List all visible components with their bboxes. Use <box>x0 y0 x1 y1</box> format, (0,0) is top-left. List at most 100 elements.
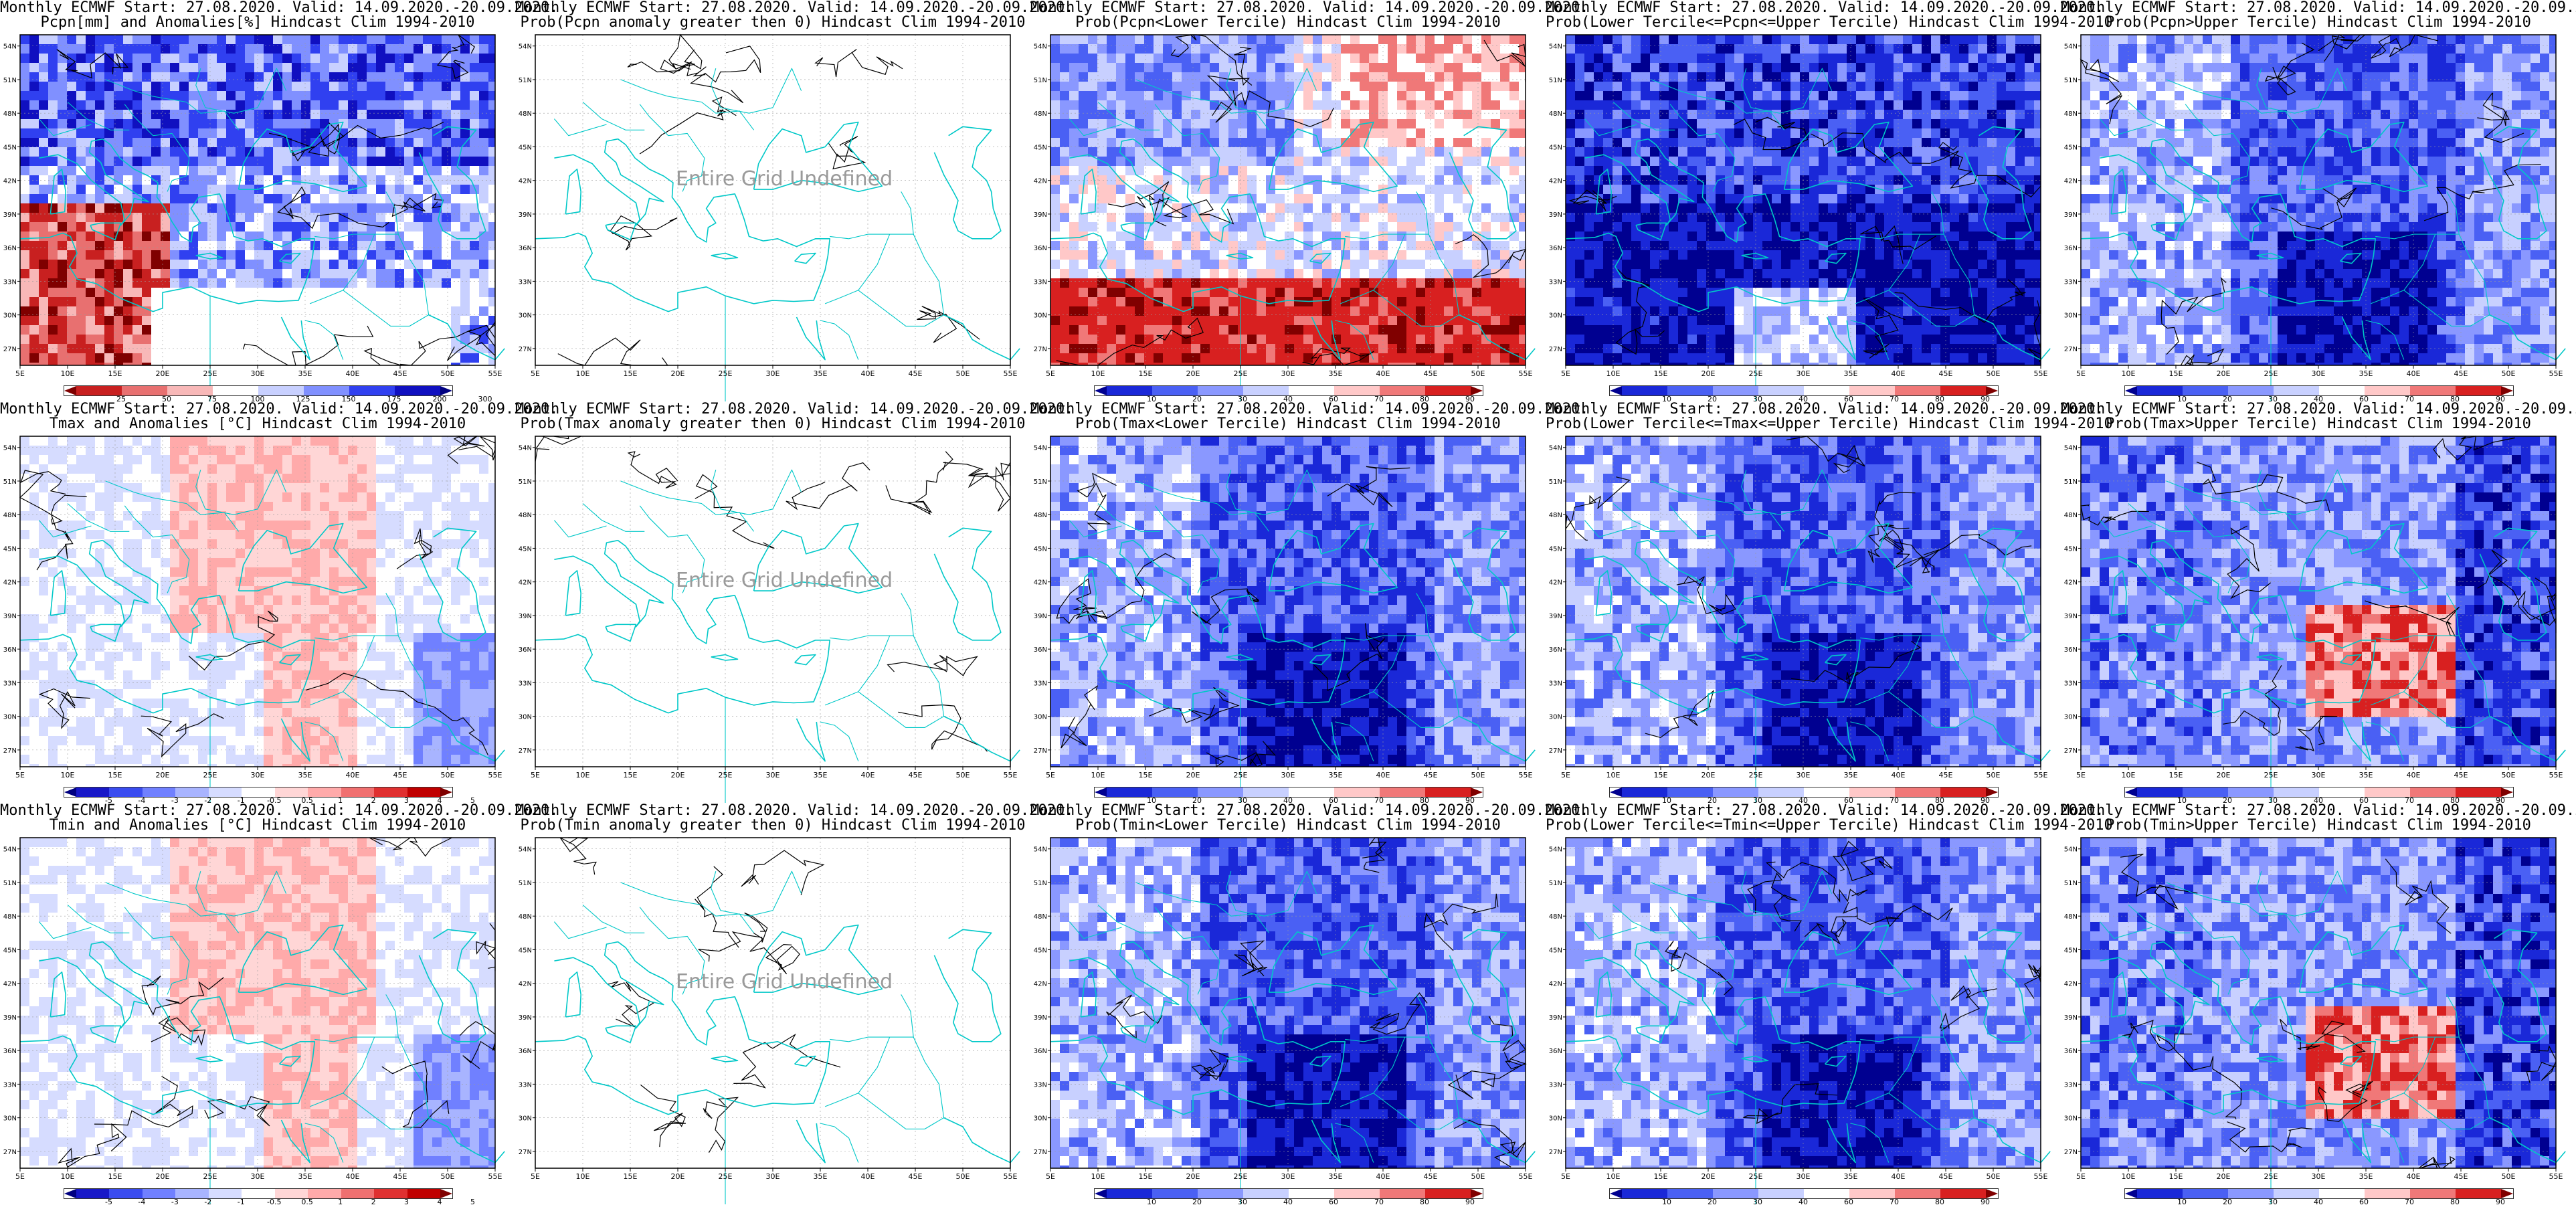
x-tick-label: 10E <box>61 369 75 378</box>
x-tick-label: 25E <box>1234 1172 1248 1181</box>
x-tick-label: 10E <box>576 771 590 779</box>
colorbar-tick-label: 60 <box>1329 1198 1338 1206</box>
y-tick-label: 54N <box>2064 445 2078 452</box>
colorbar-swatch <box>2125 386 2137 395</box>
x-tick-label: 30E <box>251 1172 265 1181</box>
y-tick-label: 30N <box>3 1115 17 1123</box>
colorbar-swatch <box>209 1189 242 1198</box>
colorbar-swatch <box>242 787 274 797</box>
colorbar-tick-label: -5 <box>105 1198 112 1206</box>
x-tick-label: 20E <box>156 369 170 378</box>
colorbar-swatch <box>2183 787 2228 797</box>
x-tick-label: 25E <box>2264 771 2278 779</box>
x-tick-label: 20E <box>1186 369 1200 378</box>
y-tick-label: 48N <box>2064 110 2078 118</box>
colorbar-swatch <box>2501 1189 2513 1198</box>
x-tick-label: 20E <box>2217 1172 2231 1181</box>
x-tick-label: 35E <box>1329 369 1343 378</box>
y-tick-label: 36N <box>1034 1048 1047 1055</box>
y-tick-label: 51N <box>3 880 17 887</box>
y-tick-label: 33N <box>1034 1081 1047 1089</box>
x-tick-label: 5E <box>1561 369 1570 378</box>
panel-title-line-2: Prob(Tmin anomaly greater then 0) Hindca… <box>515 818 1030 834</box>
colorbar-swatch <box>341 787 374 797</box>
y-tick-label: 33N <box>2064 278 2078 286</box>
y-tick-label: 36N <box>2064 245 2078 252</box>
colorbar-swatch <box>258 386 304 395</box>
colorbar-swatch <box>1334 787 1380 797</box>
colorbar-swatch <box>2228 386 2274 395</box>
y-tick-label: 30N <box>2064 1115 2078 1123</box>
panel-title-line-2: Prob(Pcpn anomaly greater then 0) Hindca… <box>515 15 1030 31</box>
y-tick-label: 36N <box>1549 1048 1562 1055</box>
y-tick-label: 27N <box>519 1149 532 1156</box>
x-tick-label: 30E <box>766 369 780 378</box>
colorbar-swatch <box>1940 386 1986 395</box>
colorbar-swatch <box>1289 1189 1334 1198</box>
y-tick-label: 42N <box>519 178 532 185</box>
y-tick-label: 51N <box>1034 880 1047 887</box>
x-tick-label: 30E <box>766 1172 780 1181</box>
colorbar-swatch <box>374 1189 407 1198</box>
y-tick-label: 42N <box>1034 178 1047 185</box>
colorbar-swatch <box>2274 386 2319 395</box>
x-tick-label: 25E <box>1749 369 1763 378</box>
y-tick-label: 48N <box>2064 512 2078 519</box>
colorbar-tick-label: 10 <box>1662 1198 1671 1206</box>
colorbar-swatch <box>1425 1189 1471 1198</box>
colorbar-tick-label: 40 <box>1799 1198 1808 1206</box>
y-tick-label: 48N <box>519 512 532 519</box>
y-tick-label: 33N <box>519 278 532 286</box>
x-tick-label: 35E <box>1844 771 1858 779</box>
x-tick-label: 50E <box>1471 369 1485 378</box>
x-tick-label: 40E <box>1376 1172 1390 1181</box>
x-tick-label: 25E <box>203 369 217 378</box>
colorbar-swatch <box>1107 787 1152 797</box>
y-tick-label: 45N <box>1034 144 1047 151</box>
x-tick-label: 35E <box>298 1172 312 1181</box>
y-tick-label: 45N <box>3 545 17 553</box>
y-tick-label: 39N <box>1034 211 1047 219</box>
x-tick-label: 15E <box>1139 1172 1153 1181</box>
x-tick-label: 10E <box>2122 369 2136 378</box>
x-tick-label: 5E <box>15 369 25 378</box>
colorbar-swatch <box>1380 787 1425 797</box>
x-tick-label: 10E <box>1091 369 1105 378</box>
colorbar-swatch <box>1380 386 1425 395</box>
y-tick-label: 45N <box>1549 947 1562 954</box>
y-tick-label: 36N <box>519 1048 532 1055</box>
colorbar-swatch <box>1107 386 1152 395</box>
colorbar-swatch <box>1940 787 1986 797</box>
y-tick-label: 45N <box>3 947 17 954</box>
y-tick-label: 39N <box>2064 211 2078 219</box>
colorbar-swatch <box>1243 386 1289 395</box>
colorbar-tick-label: -1 <box>238 1198 245 1206</box>
colorbar-tick-label: 10 <box>1147 1198 1156 1206</box>
y-tick-label: 27N <box>3 1149 17 1156</box>
colorbar-swatch <box>1713 386 1758 395</box>
x-tick-label: 30E <box>1797 1172 1811 1181</box>
x-tick-label: 30E <box>1797 369 1811 378</box>
x-tick-label: 30E <box>1797 771 1811 779</box>
colorbar-swatch <box>1667 787 1713 797</box>
x-tick-label: 45E <box>2454 369 2468 378</box>
colorbar-swatch <box>1758 386 1804 395</box>
y-tick-label: 27N <box>1549 346 1562 353</box>
y-tick-label: 33N <box>1549 278 1562 286</box>
y-tick-label: 39N <box>519 613 532 620</box>
x-tick-label: 20E <box>1701 369 1716 378</box>
x-tick-label: 55E <box>488 771 502 779</box>
y-tick-label: 48N <box>1549 913 1562 921</box>
colorbar-tick-label: 30 <box>1753 1198 1762 1206</box>
y-tick-label: 36N <box>2064 1048 2078 1055</box>
x-tick-label: 50E <box>441 771 455 779</box>
